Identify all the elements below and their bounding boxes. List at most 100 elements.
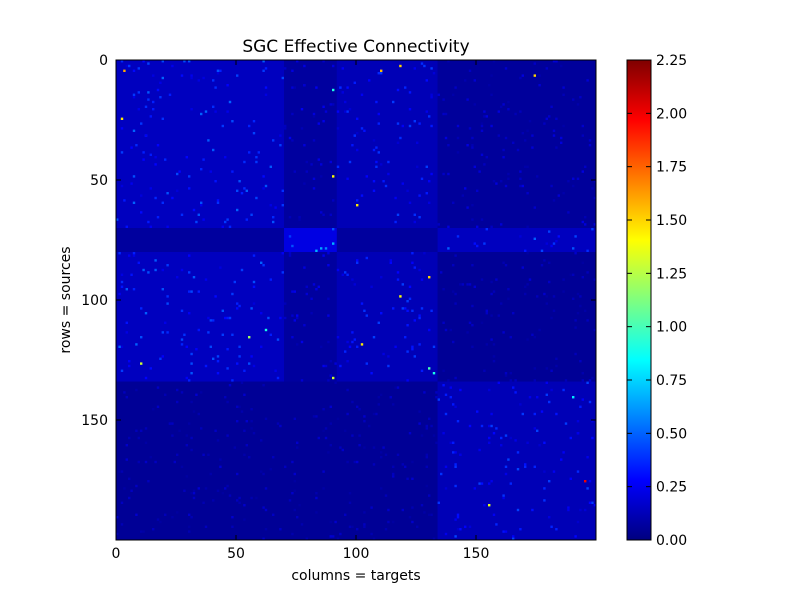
heatmap-cell [346, 110, 349, 113]
heatmap-cell [452, 264, 455, 267]
heatmap-cell [471, 144, 474, 147]
heatmap-cell [322, 60, 325, 63]
colorbar-tick-label: 1.00 [656, 320, 687, 336]
heatmap-cell [509, 336, 512, 339]
heatmap-cell [526, 252, 529, 255]
heatmap-cell [327, 314, 330, 317]
heatmap-cell [118, 470, 121, 473]
heatmap-cell [312, 115, 316, 118]
heatmap-cell [442, 432, 445, 435]
heatmap-cell [324, 436, 328, 440]
heatmap-cell [360, 302, 364, 305]
heatmap-cell [147, 62, 150, 65]
heatmap-cell [149, 367, 152, 370]
heatmap-cell [281, 76, 284, 80]
heatmap-cell [262, 175, 265, 178]
heatmap-cell [252, 254, 256, 257]
heatmap-cell [125, 444, 128, 447]
heatmap-cell [188, 187, 191, 190]
colorbar-tick-label: 1.50 [656, 213, 687, 229]
heatmap-cell [521, 74, 524, 77]
heatmap-cell [310, 312, 313, 315]
heatmap-cell [576, 292, 580, 296]
heatmap-cell [272, 513, 275, 516]
heatmap-cell [509, 372, 512, 375]
heatmap-cell [293, 290, 296, 293]
heatmap-cell [485, 312, 488, 315]
heatmap-cell [396, 271, 400, 274]
heatmap-cell [341, 448, 344, 452]
heatmap-cell [200, 201, 203, 204]
heatmap-cell [341, 273, 344, 276]
heatmap-cell [524, 249, 527, 252]
heatmap-cell [459, 388, 462, 392]
heatmap-cell [490, 314, 493, 317]
heatmap-cell [579, 360, 582, 363]
heatmap-cell [490, 412, 493, 416]
heatmap-cell [312, 283, 316, 286]
heatmap-cell [466, 98, 469, 101]
heatmap-cell [413, 67, 416, 70]
heatmap-cell [351, 278, 354, 281]
heatmap-cell [144, 134, 148, 137]
heatmap-cell [195, 220, 198, 224]
heatmap-cell [344, 513, 347, 516]
heatmap-cell [377, 122, 380, 125]
heatmap-cell [492, 180, 496, 183]
heatmap-cell [296, 316, 299, 320]
heatmap-cell [394, 345, 397, 348]
heatmap-cell [394, 220, 397, 224]
heatmap-cell [322, 429, 325, 432]
heatmap-cell [322, 487, 325, 490]
heatmap-cell [490, 424, 493, 428]
heatmap-cell [140, 211, 143, 214]
heatmap-cell [430, 424, 433, 428]
heatmap-cell [317, 285, 320, 288]
heatmap-cell [538, 74, 541, 77]
heatmap-block [116, 252, 284, 382]
heatmap-cell [550, 525, 553, 528]
heatmap-cell [322, 105, 325, 108]
heatmap-cell [156, 88, 160, 92]
heatmap-cell [132, 129, 136, 132]
heatmap-cell [548, 280, 551, 284]
heatmap-cell [264, 93, 268, 96]
heatmap-cell [389, 261, 392, 264]
heatmap-cell [264, 184, 268, 188]
heatmap-cell [250, 427, 253, 430]
heatmap-cell [315, 492, 318, 495]
heatmap-cell [444, 487, 448, 490]
heatmap-cell [396, 88, 400, 92]
heatmap-cell [502, 496, 505, 500]
heatmap-cell [221, 492, 224, 495]
heatmap-cell [425, 484, 428, 488]
heatmap-cell [365, 175, 368, 178]
heatmap-cell-bright [399, 295, 402, 298]
heatmap-cell [500, 223, 503, 226]
heatmap-cell [442, 98, 445, 101]
heatmap-cell [240, 268, 244, 272]
heatmap-cell [504, 372, 508, 375]
heatmap-cell [456, 124, 460, 128]
heatmap-cell [147, 220, 150, 224]
y-tick-label: 50 [90, 173, 108, 189]
heatmap-cell [192, 496, 196, 500]
heatmap-cell [164, 321, 167, 324]
heatmap-cell [363, 415, 366, 418]
heatmap-cell [483, 504, 486, 507]
heatmap-cell [118, 252, 121, 255]
heatmap-cell [495, 278, 498, 281]
heatmap-cell [536, 175, 539, 178]
heatmap-cell [132, 93, 136, 96]
heatmap-cell [212, 319, 215, 322]
heatmap-cell [420, 177, 424, 180]
heatmap-cell [296, 343, 299, 346]
heatmap-cell [276, 422, 280, 425]
heatmap-cell [468, 525, 472, 528]
heatmap-cell [447, 379, 450, 382]
heatmap-cell [156, 405, 160, 408]
colorbar-tick-label: 0.25 [656, 480, 687, 496]
heatmap-cell [444, 328, 448, 332]
heatmap-cell [480, 278, 484, 281]
heatmap-cell [291, 290, 294, 293]
